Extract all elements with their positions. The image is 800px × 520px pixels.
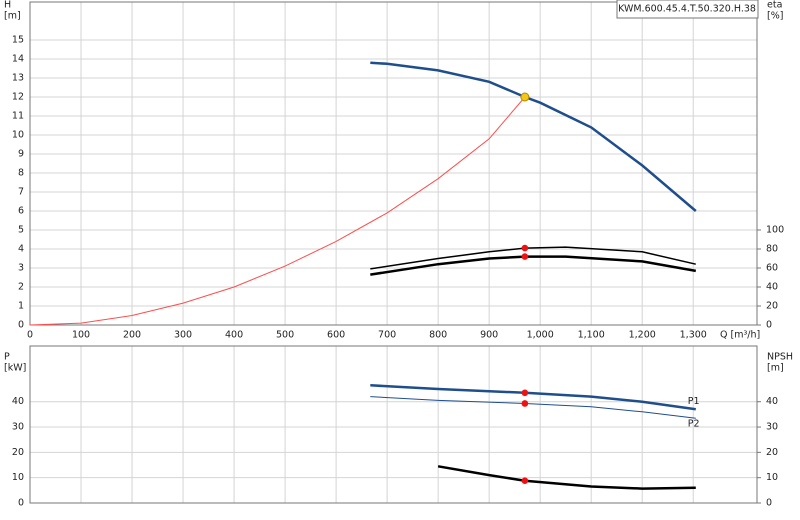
curve	[370, 61, 697, 212]
y-tick-label: 13	[12, 73, 24, 84]
y-tick-label: 3	[18, 263, 24, 274]
x-tick-label: 1,000	[527, 330, 554, 341]
curve	[370, 246, 696, 270]
x-tick-label: 200	[123, 330, 141, 341]
y-tick-label: 20	[12, 447, 24, 458]
y2-tick-label: 60	[766, 263, 778, 274]
y-tick-label: 12	[12, 92, 24, 103]
series-label: P2	[688, 419, 700, 430]
y2-axis-label: NPSH	[767, 352, 793, 363]
x-tick-label: 0	[27, 330, 33, 341]
y2-axis-label: eta	[767, 0, 782, 11]
operating-point	[521, 244, 529, 252]
y-tick-label: 10	[12, 130, 24, 141]
x-tick-label: 100	[72, 330, 90, 341]
y2-tick-label: 10	[766, 472, 778, 483]
y2-tick-label: 30	[766, 422, 778, 433]
operating-point	[521, 253, 529, 260]
x-tick-label: 1,300	[680, 330, 707, 341]
y2-tick-label: 40	[766, 282, 778, 293]
curve	[370, 255, 697, 276]
x-tick-label: 900	[480, 330, 498, 341]
y-tick-label: 0	[18, 498, 24, 509]
y-axis-label: H	[4, 0, 11, 11]
operating-point	[521, 389, 529, 397]
curve	[29, 96, 526, 326]
y2-tick-label: 100	[766, 225, 784, 236]
series-label: P1	[688, 396, 700, 407]
plot-frame	[29, 1, 758, 326]
chart-title: KWM.600.45.4.T.50.320.H.38	[618, 4, 756, 15]
y-tick-label: 4	[18, 244, 24, 255]
y-axis-label: [m]	[4, 11, 21, 22]
x-tick-label: 300	[174, 330, 192, 341]
y-tick-label: 10	[12, 472, 24, 483]
operating-point	[521, 477, 529, 485]
y2-tick-label: 80	[766, 244, 778, 255]
x-tick-label: 500	[276, 330, 294, 341]
y2-tick-label: 20	[766, 447, 778, 458]
x-tick-label: 600	[327, 330, 345, 341]
y-tick-label: 11	[12, 111, 24, 122]
y-tick-label: 15	[12, 35, 24, 46]
x-tick-label: 1,100	[578, 330, 605, 341]
y2-tick-label: 0	[766, 498, 772, 509]
y-tick-label: 14	[12, 54, 24, 65]
x-tick-label: 800	[429, 330, 447, 341]
y-tick-label: 8	[18, 168, 24, 179]
x-tick-label: 700	[378, 330, 396, 341]
y2-axis-label: [m]	[767, 363, 784, 374]
x-tick-label: 400	[225, 330, 243, 341]
y-tick-label: 9	[18, 149, 24, 160]
y-tick-label: 2	[18, 282, 24, 293]
y2-tick-label: 40	[766, 396, 778, 407]
y2-axis-label: [%]	[767, 11, 783, 22]
y-axis-label: P	[4, 352, 10, 363]
operating-point	[521, 400, 529, 407]
y2-tick-label: 0	[766, 320, 772, 331]
curve	[437, 465, 696, 490]
curve	[370, 384, 696, 411]
y-tick-label: 1	[18, 301, 24, 312]
x-tick-label: 1,200	[629, 330, 656, 341]
y-tick-label: 0	[18, 320, 24, 331]
curve	[370, 396, 696, 419]
y-tick-label: 7	[18, 187, 24, 198]
plot-frame	[29, 345, 758, 504]
operating-point	[520, 92, 530, 102]
y-tick-label: 6	[18, 206, 24, 217]
y2-tick-label: 20	[766, 301, 778, 312]
y-tick-label: 30	[12, 422, 24, 433]
y-tick-label: 40	[12, 396, 24, 407]
y-axis-label: [kW]	[4, 363, 26, 374]
title-box	[616, 0, 759, 19]
x-axis-label: Q [m³/h]	[720, 330, 760, 341]
y-tick-label: 5	[18, 225, 24, 236]
